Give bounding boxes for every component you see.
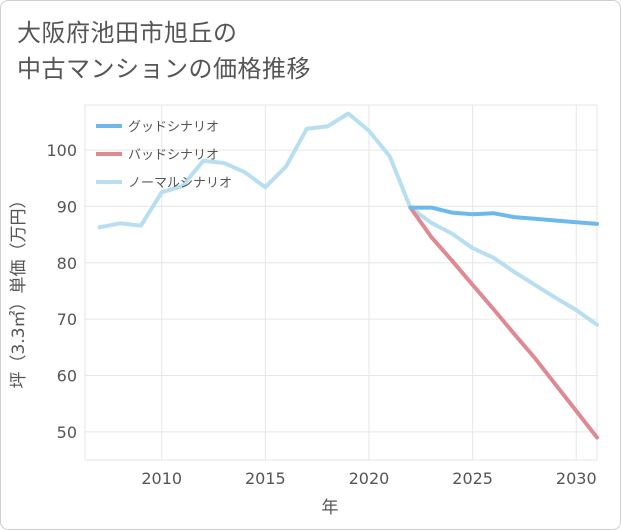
x-tick-label: 2010	[141, 469, 182, 488]
y-axis-label: 坪（3.3㎡）単価（万円）	[9, 191, 29, 388]
series-line-2	[97, 111, 599, 327]
x-tick-label: 2020	[349, 469, 390, 488]
chart-title: 大阪府池田市旭丘の 中古マンションの価格推移	[17, 15, 311, 87]
x-axis-label: 年	[322, 498, 339, 518]
series-line-0	[408, 205, 599, 226]
series-line-1	[408, 205, 599, 440]
x-tick-label: 2030	[556, 469, 597, 488]
chart-title-line-2: 中古マンションの価格推移	[17, 55, 311, 83]
y-tick-label: 70	[57, 310, 77, 329]
y-tick-label: 50	[57, 423, 77, 442]
legend-label-2: ノーマルシナリオ	[128, 176, 232, 191]
plot-area	[84, 104, 598, 461]
legend-label-0: グッドシナリオ	[128, 120, 219, 135]
series-lines	[97, 111, 599, 440]
y-tick-label: 60	[57, 366, 77, 385]
y-tick-label: 90	[57, 197, 77, 216]
legend-label-1: バッドシナリオ	[128, 148, 219, 163]
y-axis-ticks: 50 60 70 80 90 100	[46, 141, 77, 442]
y-tick-label: 100	[46, 141, 77, 160]
y-tick-label: 80	[57, 254, 77, 273]
x-tick-label: 2025	[452, 469, 493, 488]
x-tick-label: 2015	[245, 469, 286, 488]
x-axis-ticks: 2010 2015 2020 2025 2030	[141, 469, 596, 488]
chart-title-line-1: 大阪府池田市旭丘の	[17, 19, 238, 47]
